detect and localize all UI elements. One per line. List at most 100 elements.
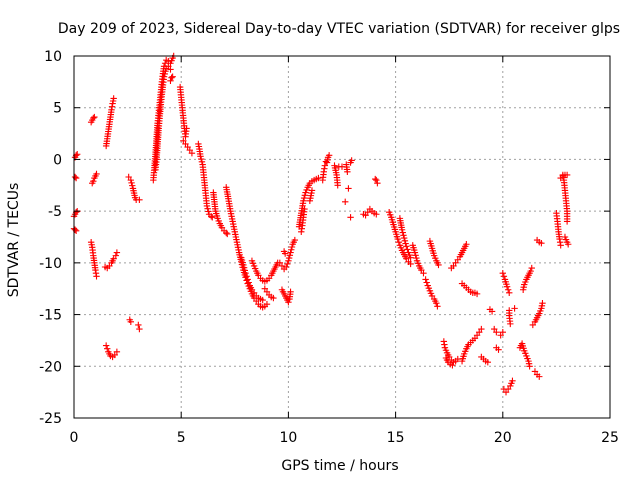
data-point xyxy=(500,273,508,280)
data-point xyxy=(563,218,571,225)
data-point xyxy=(507,320,514,328)
data-point xyxy=(285,254,293,262)
data-point xyxy=(136,196,143,203)
data-point xyxy=(291,236,299,244)
data-point xyxy=(344,168,351,176)
axis-ticks: 0 5 10 15 20 25 -25 -20 -15 -10 -5 0 5 10 xyxy=(39,49,619,446)
data-point xyxy=(564,241,572,248)
data-point xyxy=(242,270,249,277)
data-point xyxy=(506,289,513,297)
data-point xyxy=(71,226,79,233)
data-point xyxy=(208,213,215,220)
data-point xyxy=(473,290,481,298)
data-point xyxy=(478,325,485,333)
x-axis-label: GPS time / hours xyxy=(281,458,398,474)
data-point xyxy=(499,270,506,277)
data-point xyxy=(129,182,136,189)
data-point xyxy=(270,294,277,302)
data-point xyxy=(493,328,500,336)
data-point xyxy=(347,214,354,221)
data-point xyxy=(113,348,121,356)
data-point xyxy=(283,263,290,271)
data-point xyxy=(204,205,211,212)
y-tick-label: -15 xyxy=(39,308,62,324)
data-point xyxy=(74,151,81,158)
data-point xyxy=(449,362,456,369)
data-point xyxy=(113,249,121,256)
data-point xyxy=(404,246,411,253)
data-point xyxy=(394,235,401,243)
data-point xyxy=(110,95,117,102)
data-point xyxy=(401,237,409,244)
data-point xyxy=(224,230,231,238)
data-point xyxy=(511,305,518,312)
data-point xyxy=(91,113,98,121)
data-point xyxy=(198,155,205,163)
data-point xyxy=(223,229,230,237)
data-point xyxy=(488,308,496,315)
data-point xyxy=(403,243,410,250)
data-point xyxy=(93,273,100,280)
y-tick-label: -10 xyxy=(39,256,62,272)
data-point xyxy=(412,252,419,259)
data-point xyxy=(301,192,309,199)
y-tick-label: -25 xyxy=(39,411,62,427)
data-point xyxy=(286,252,294,259)
data-point xyxy=(112,252,120,259)
data-point xyxy=(263,301,271,308)
data-point xyxy=(538,240,545,247)
data-point xyxy=(526,363,533,370)
data-point xyxy=(315,174,322,182)
data-point xyxy=(287,249,294,256)
data-point xyxy=(90,114,97,122)
data-point xyxy=(300,194,308,202)
data-point xyxy=(539,299,546,307)
data-point xyxy=(209,214,216,221)
data-point xyxy=(422,276,429,283)
data-point xyxy=(435,261,442,269)
data-point xyxy=(402,240,409,247)
data-point xyxy=(434,303,441,310)
data-point xyxy=(241,267,249,274)
data-point xyxy=(259,296,266,304)
chart-title: Day 209 of 2023, Sidereal Day-to-day VTE… xyxy=(58,21,620,37)
data-point xyxy=(288,246,295,253)
data-point xyxy=(288,243,296,251)
data-point xyxy=(161,60,169,67)
data-point xyxy=(71,173,79,181)
data-point xyxy=(407,254,414,261)
data-point xyxy=(536,373,543,380)
data-point xyxy=(509,377,516,384)
data-point xyxy=(325,152,333,159)
data-point xyxy=(285,257,292,264)
data-point xyxy=(400,234,408,242)
data-point xyxy=(345,185,352,192)
y-tick-label: -20 xyxy=(39,359,62,375)
data-point xyxy=(420,270,427,277)
data-point xyxy=(93,170,100,178)
x-tick-label: 25 xyxy=(601,430,619,446)
data-point xyxy=(245,279,252,286)
data-point xyxy=(169,73,176,80)
data-points xyxy=(70,52,572,396)
data-point xyxy=(198,158,206,166)
data-point xyxy=(127,176,135,184)
data-point xyxy=(342,198,349,206)
data-point xyxy=(413,254,420,262)
data-point xyxy=(127,318,135,326)
data-point xyxy=(423,279,430,286)
x-tick-label: 20 xyxy=(494,430,512,446)
data-point xyxy=(243,273,250,280)
data-point xyxy=(527,267,534,275)
data-point xyxy=(167,77,174,85)
data-point xyxy=(161,70,168,78)
data-point xyxy=(203,202,211,210)
data-point xyxy=(281,250,289,257)
grid-lines xyxy=(74,56,610,418)
data-point xyxy=(197,153,204,160)
data-point xyxy=(373,176,380,184)
data-point xyxy=(168,74,175,81)
data-point xyxy=(398,226,406,233)
data-point xyxy=(160,73,168,80)
